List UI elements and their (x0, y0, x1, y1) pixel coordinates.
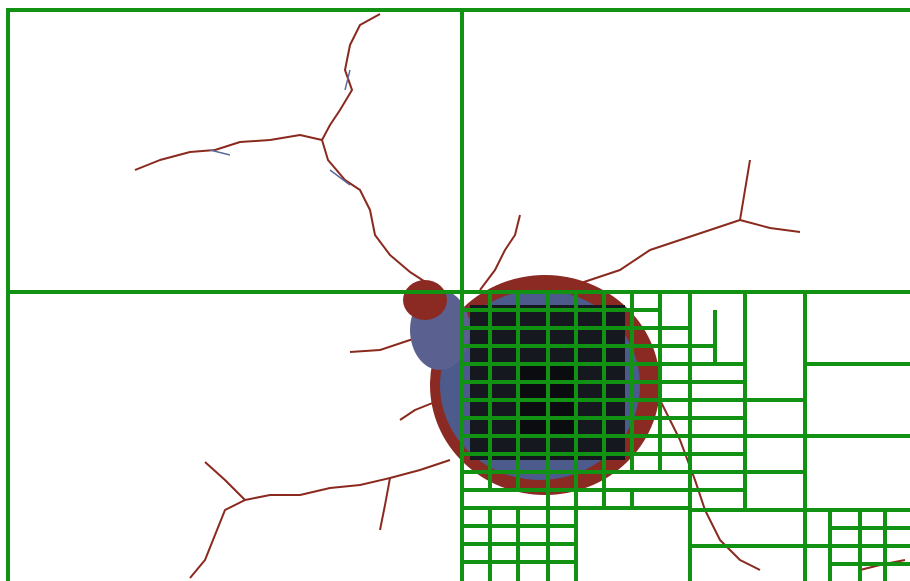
filament (479, 214, 521, 291)
filament (739, 219, 801, 233)
filament (134, 134, 323, 171)
body-bulb (403, 280, 447, 320)
filament (321, 13, 431, 286)
grid-line (488, 292, 634, 490)
filament (209, 69, 351, 186)
filament (189, 459, 451, 579)
filament (204, 461, 246, 501)
fractal-filaments (134, 13, 906, 579)
filament (559, 159, 751, 291)
grid-line (690, 510, 910, 581)
filament (639, 379, 761, 571)
filament (379, 477, 391, 531)
grid-line (462, 308, 910, 492)
quadtree-grid (6, 8, 910, 581)
grid-line (462, 490, 690, 581)
grid-line (658, 292, 910, 581)
